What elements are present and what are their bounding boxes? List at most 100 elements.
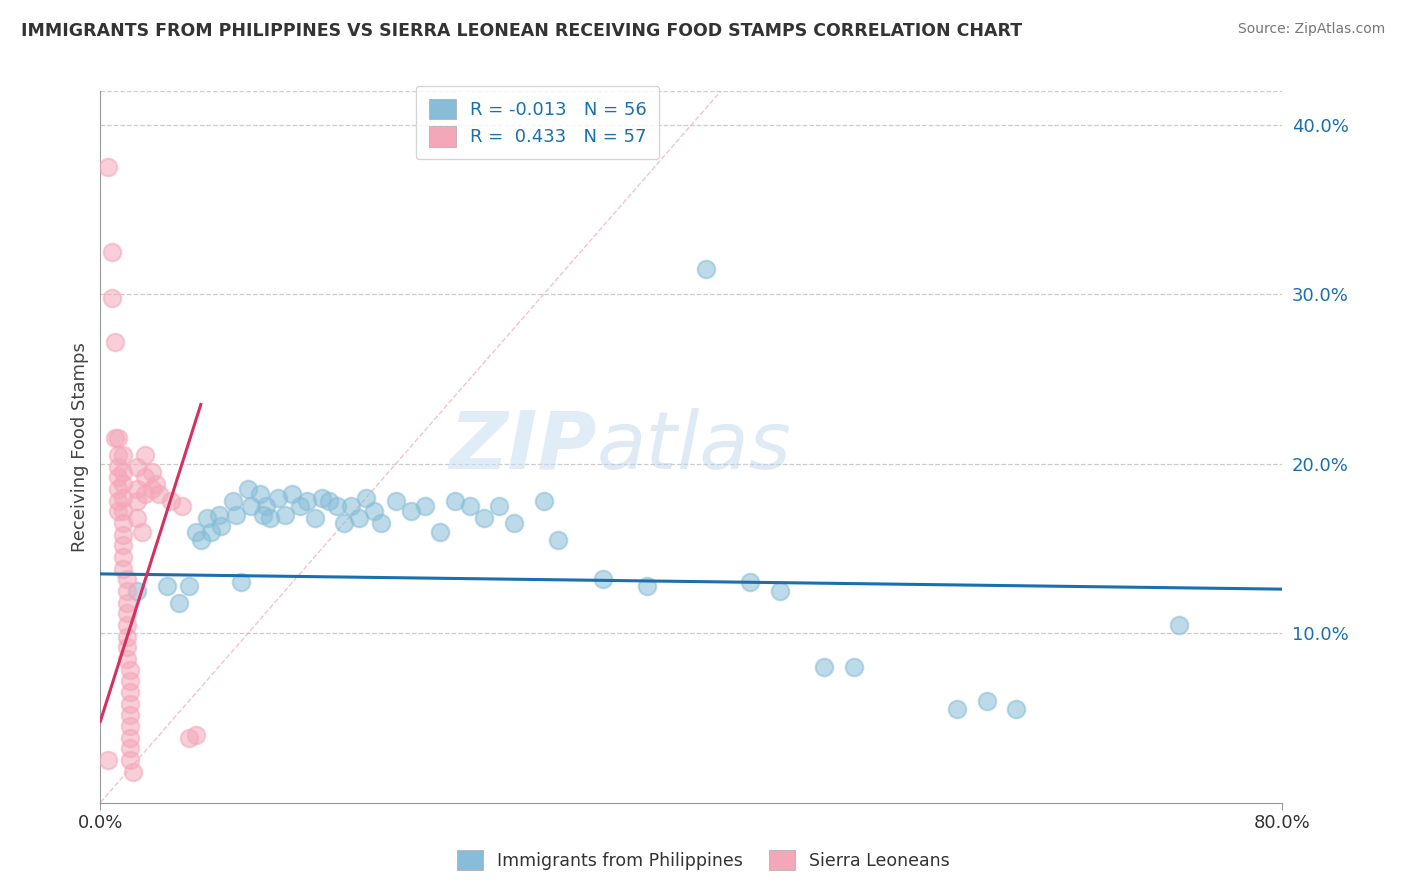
Point — [363, 504, 385, 518]
Point — [200, 524, 222, 539]
Point — [429, 524, 451, 539]
Point — [236, 482, 259, 496]
Point — [118, 685, 141, 699]
Point — [229, 575, 252, 590]
Point — [115, 617, 138, 632]
Point — [195, 511, 218, 525]
Point — [225, 508, 247, 522]
Point — [946, 702, 969, 716]
Point — [190, 533, 212, 547]
Point — [458, 499, 481, 513]
Point — [547, 533, 569, 547]
Point — [127, 511, 149, 525]
Text: atlas: atlas — [596, 408, 792, 486]
Point — [104, 431, 127, 445]
Point — [111, 448, 134, 462]
Point — [111, 538, 134, 552]
Point — [399, 504, 422, 518]
Point — [118, 698, 141, 712]
Point — [976, 694, 998, 708]
Text: ZIP: ZIP — [450, 408, 596, 486]
Point — [118, 731, 141, 746]
Point — [127, 482, 149, 496]
Point — [444, 494, 467, 508]
Point — [304, 511, 326, 525]
Point — [97, 161, 120, 175]
Point — [111, 528, 134, 542]
Point — [131, 524, 153, 539]
Point — [211, 519, 233, 533]
Point — [107, 504, 129, 518]
Point — [121, 765, 143, 780]
Point — [115, 583, 138, 598]
Point — [101, 245, 124, 260]
Point — [111, 504, 134, 518]
Legend: Immigrants from Philippines, Sierra Leoneans: Immigrants from Philippines, Sierra Leon… — [449, 841, 957, 879]
Point — [592, 572, 614, 586]
Point — [186, 524, 208, 539]
Point — [141, 465, 163, 479]
Legend: R = -0.013   N = 56, R =  0.433   N = 57: R = -0.013 N = 56, R = 0.433 N = 57 — [416, 86, 659, 159]
Point — [842, 660, 865, 674]
Point — [249, 487, 271, 501]
Point — [115, 572, 138, 586]
Y-axis label: Receiving Food Stamps: Receiving Food Stamps — [72, 342, 89, 552]
Point — [415, 499, 437, 513]
Point — [177, 731, 200, 746]
Point — [111, 549, 134, 564]
Point — [134, 448, 156, 462]
Point — [533, 494, 555, 508]
Point — [101, 291, 124, 305]
Point — [118, 664, 141, 678]
Point — [127, 460, 149, 475]
Point — [370, 516, 392, 530]
Point — [115, 596, 138, 610]
Point — [104, 334, 127, 349]
Point — [177, 579, 200, 593]
Point — [340, 499, 363, 513]
Point — [111, 516, 134, 530]
Point — [148, 487, 170, 501]
Point — [170, 499, 193, 513]
Point — [97, 753, 120, 767]
Point — [474, 511, 496, 525]
Point — [254, 499, 277, 513]
Point — [1005, 702, 1028, 716]
Point — [167, 596, 190, 610]
Point — [118, 741, 141, 756]
Point — [186, 728, 208, 742]
Point — [118, 719, 141, 733]
Text: IMMIGRANTS FROM PHILIPPINES VS SIERRA LEONEAN RECEIVING FOOD STAMPS CORRELATION : IMMIGRANTS FROM PHILIPPINES VS SIERRA LE… — [21, 22, 1022, 40]
Point — [695, 262, 717, 277]
Point — [259, 511, 281, 525]
Point — [325, 499, 347, 513]
Point — [318, 494, 340, 508]
Point — [769, 583, 792, 598]
Point — [145, 477, 167, 491]
Point — [118, 673, 141, 688]
Point — [295, 494, 318, 508]
Point — [115, 630, 138, 644]
Point — [118, 707, 141, 722]
Point — [111, 562, 134, 576]
Point — [281, 487, 304, 501]
Point — [134, 470, 156, 484]
Point — [488, 499, 510, 513]
Point — [347, 511, 370, 525]
Point — [107, 460, 129, 475]
Point — [127, 583, 149, 598]
Point — [222, 494, 245, 508]
Point — [127, 494, 149, 508]
Point — [107, 431, 129, 445]
Point — [813, 660, 835, 674]
Point — [111, 477, 134, 491]
Point — [207, 508, 229, 522]
Point — [160, 494, 183, 508]
Point — [356, 491, 378, 505]
Point — [740, 575, 762, 590]
Point — [240, 499, 263, 513]
Point — [311, 491, 333, 505]
Point — [156, 579, 179, 593]
Point — [107, 494, 129, 508]
Point — [288, 499, 311, 513]
